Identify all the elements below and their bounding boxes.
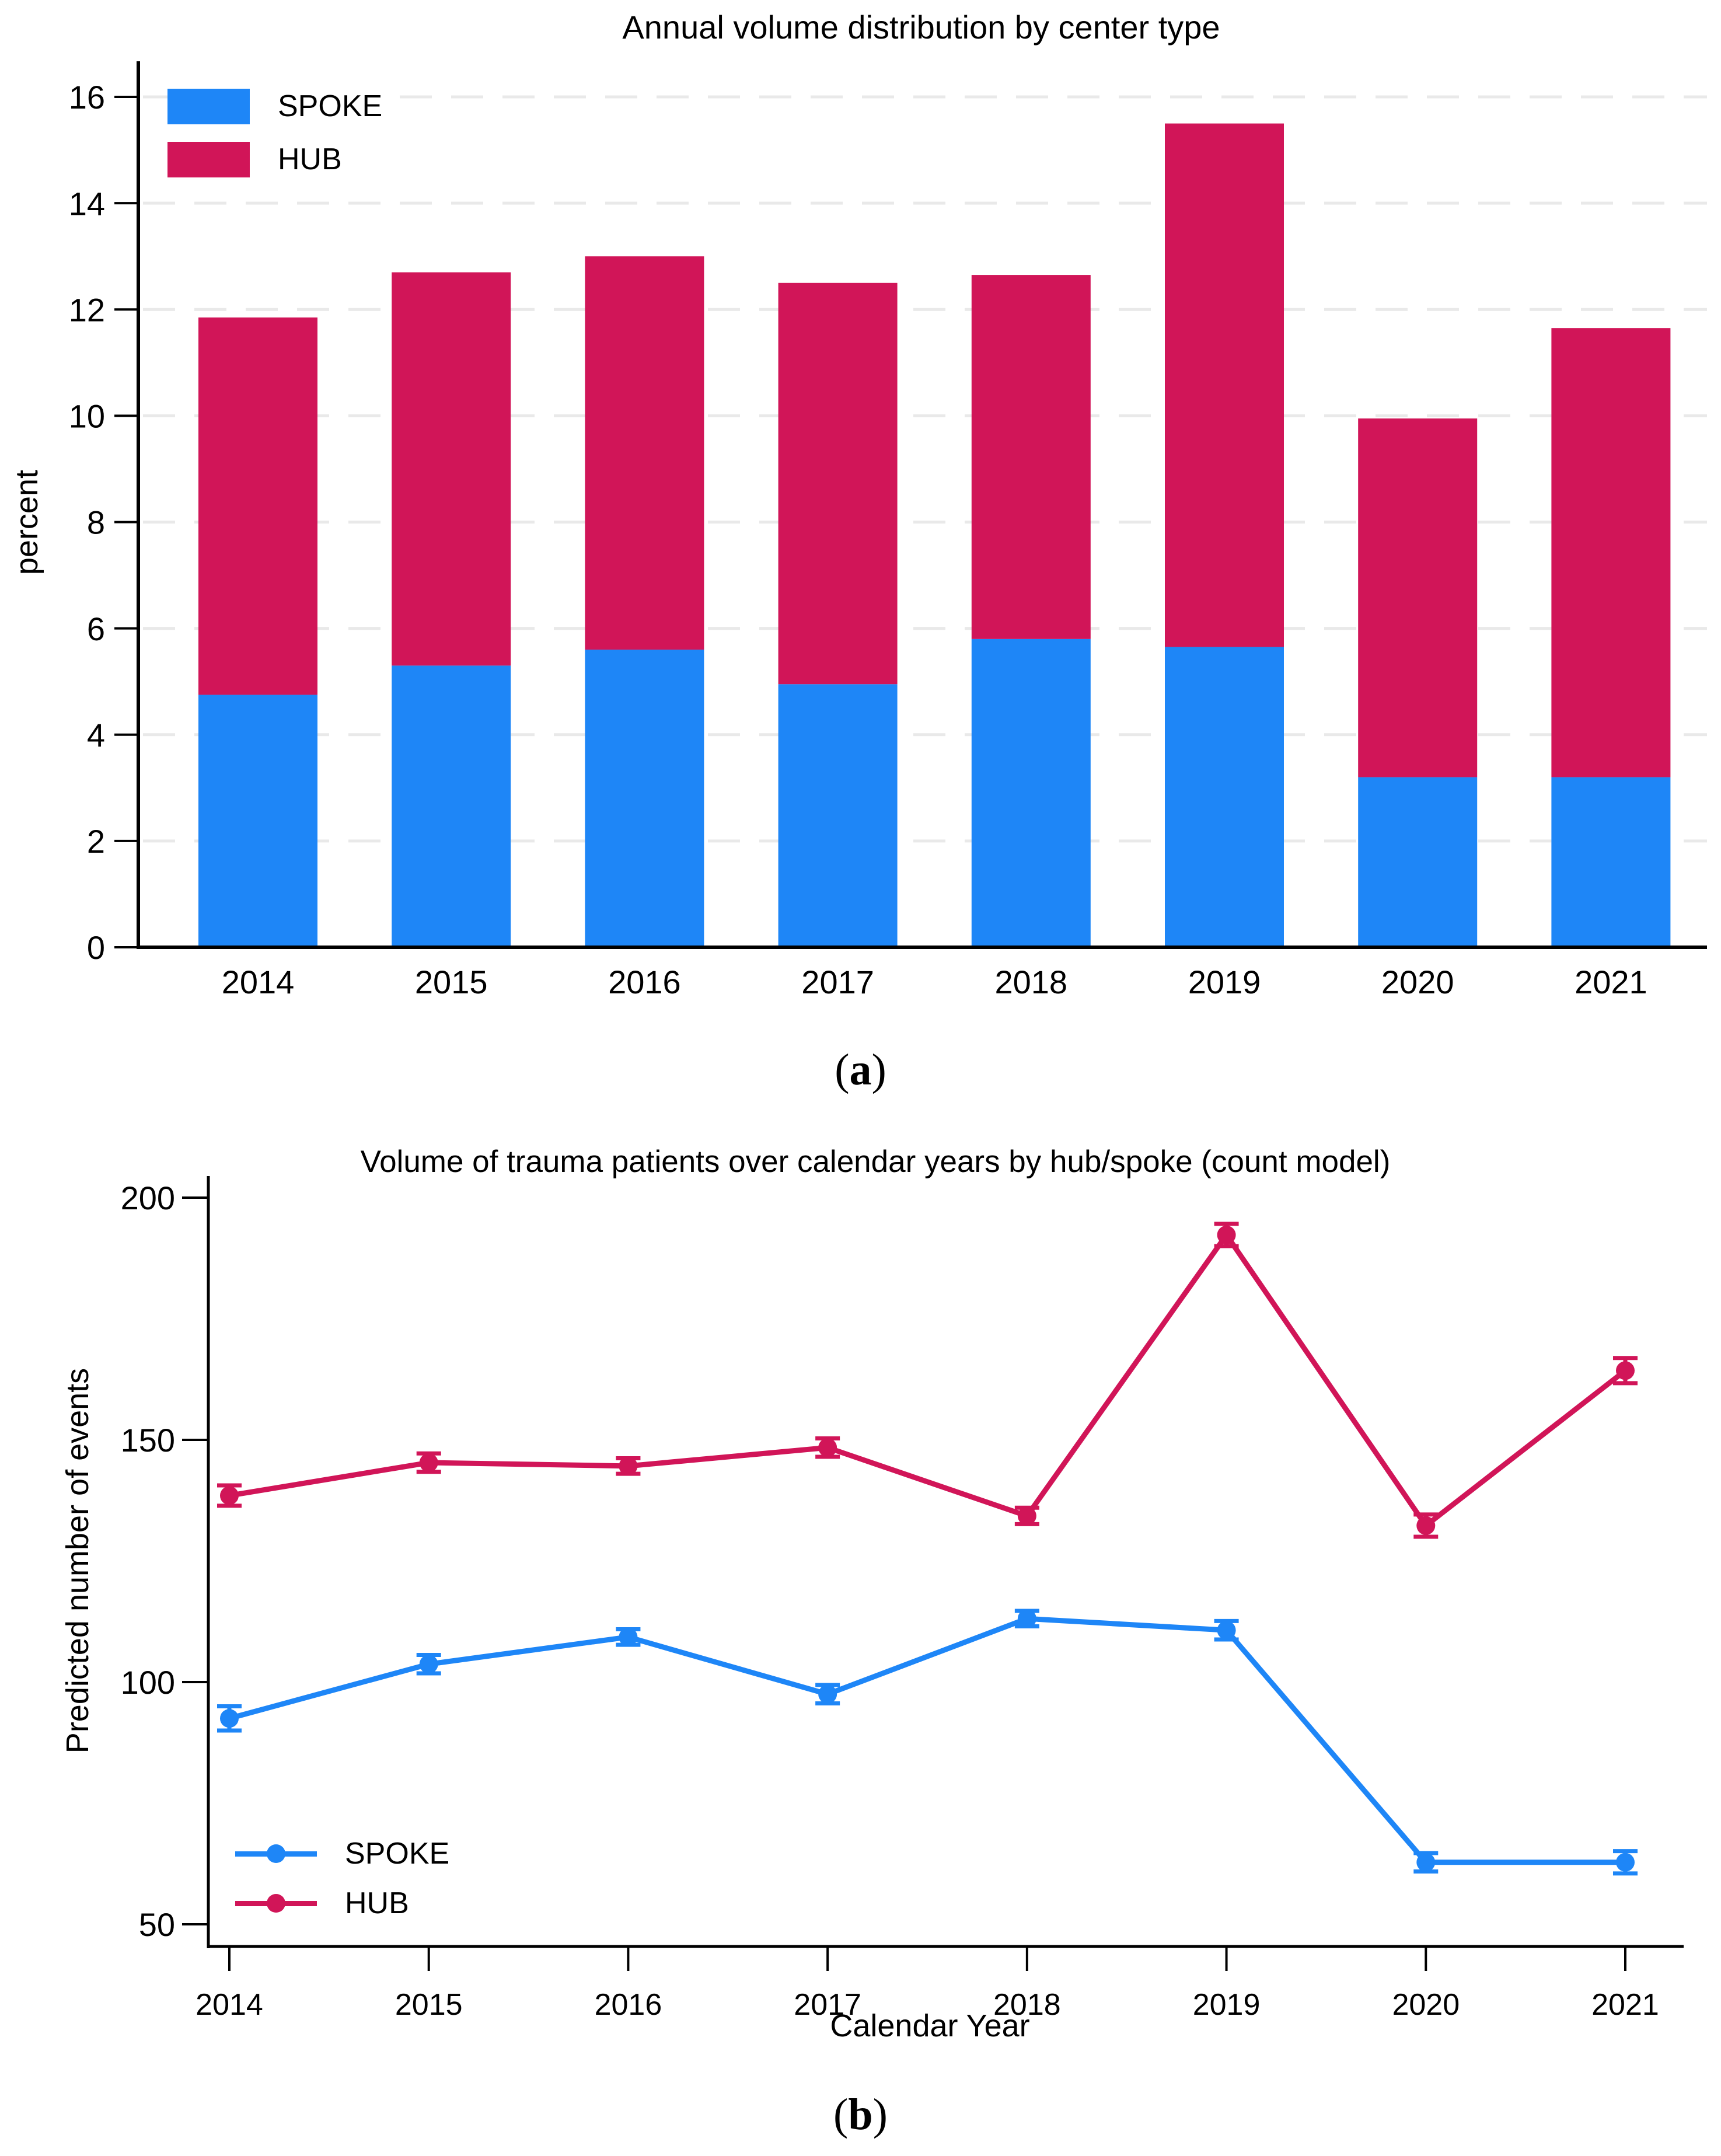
spoke-swatch-icon	[167, 89, 250, 124]
panel-a-legend-spoke-label: SPOKE	[278, 89, 393, 124]
point-hub-2019	[1217, 1225, 1236, 1244]
point-spoke-2020	[1416, 1853, 1436, 1872]
bar-2021-hub	[1551, 328, 1671, 777]
point-spoke-2017	[818, 1684, 837, 1704]
point-spoke-2019	[1217, 1621, 1236, 1640]
spoke-line-marker-icon	[235, 1844, 317, 1863]
caption-b-open: (	[833, 2090, 849, 2139]
point-hub-2021	[1615, 1361, 1635, 1380]
panel-a-plot: 2014 2015 2016 2017 2018 2019 2020 2021 0 2 4 6 8 10 1…	[69, 61, 1707, 1000]
bar-2020-hub	[1358, 418, 1478, 777]
point-hub-2014	[220, 1486, 239, 1505]
x-tick-label-2016: 2016	[595, 1988, 662, 2022]
y-tick-label-6: 6	[87, 610, 105, 647]
bar-2015-hub	[392, 272, 511, 666]
panel-b-legend-spoke: SPOKE	[235, 1836, 450, 1871]
x-label-2017: 2017	[801, 964, 874, 1000]
y-tick-label-16: 16	[69, 79, 105, 116]
point-hub-2016	[619, 1456, 638, 1475]
bar-2020-spoke	[1358, 777, 1478, 947]
hub-line-marker-icon	[235, 1894, 317, 1913]
point-hub-2017	[818, 1438, 837, 1457]
bar-2018-hub	[971, 275, 1091, 639]
y-tick-label-4: 4	[87, 717, 105, 753]
panel-a-legend-hub: HUB	[167, 142, 352, 177]
caption-b: (b)	[0, 2089, 1721, 2140]
point-spoke-2015	[419, 1655, 438, 1674]
x-label-2020: 2020	[1381, 964, 1454, 1000]
bar-2016-spoke	[585, 650, 704, 947]
x-label-2018: 2018	[995, 964, 1068, 1000]
caption-a-close: )	[871, 1045, 886, 1094]
y-tick-label-50: 50	[139, 1906, 175, 1943]
line-hub	[229, 1230, 1627, 1530]
x-tick-label-2019: 2019	[1193, 1988, 1261, 2022]
point-hub-2015	[419, 1453, 438, 1473]
bar-2019-spoke	[1165, 647, 1284, 947]
line-spoke	[228, 1616, 1625, 1865]
point-spoke-2014	[220, 1709, 239, 1728]
x-label-2016: 2016	[608, 964, 681, 1000]
y-tick-label-150: 150	[121, 1422, 175, 1459]
panel-b-legend-hub-label: HUB	[345, 1886, 409, 1920]
caption-a-open: (	[835, 1045, 850, 1094]
bar-2014-hub	[198, 317, 317, 695]
y-tick-label-2: 2	[87, 823, 105, 860]
panel-a-legend-spoke: SPOKE	[167, 89, 393, 124]
point-hub-2020	[1416, 1516, 1436, 1535]
caption-b-letter: b	[848, 2090, 873, 2139]
y-tick-label-12: 12	[69, 291, 105, 328]
point-spoke-2021	[1615, 1853, 1635, 1872]
y-tick-label-14: 14	[69, 185, 105, 222]
point-hub-2018	[1017, 1506, 1036, 1526]
bar-2014-spoke	[198, 695, 317, 947]
x-tick-label-2017: 2017	[794, 1988, 861, 2022]
bar-2019-hub	[1165, 123, 1284, 647]
panel-a-ylabel: percent	[9, 469, 44, 575]
x-tick-label-2020: 2020	[1392, 1988, 1460, 2022]
x-tick-label-2014: 2014	[196, 1988, 263, 2022]
hub-swatch-icon	[167, 142, 250, 177]
panel-b-xlabel: Calendar Year	[830, 2008, 1030, 2043]
bar-2018-spoke	[971, 639, 1091, 947]
bar-2021-spoke	[1551, 777, 1671, 947]
y-tick-label-8: 8	[87, 504, 105, 541]
panel-b-legend-hub: HUB	[235, 1886, 409, 1921]
bar-2015-spoke	[392, 665, 511, 947]
y-tick-label-10: 10	[69, 398, 105, 435]
x-label-2014: 2014	[222, 964, 295, 1000]
caption-a-letter: a	[849, 1045, 872, 1094]
y-tick-label-200: 200	[121, 1180, 175, 1216]
point-spoke-2016	[619, 1627, 638, 1646]
point-spoke-2018	[1017, 1609, 1036, 1628]
panel-b-ylabel: Predicted number of events	[60, 1367, 95, 1754]
panel-b-legend-spoke-label: SPOKE	[345, 1837, 450, 1871]
panel-b-plot: 50 100 150 200 2014 2015 2016 2017 2018 2019 2020 2…	[121, 1176, 1684, 2022]
caption-b-close: )	[872, 2090, 888, 2139]
x-label-2021: 2021	[1575, 964, 1647, 1000]
bar-2016-hub	[585, 256, 704, 650]
y-tick-label-100: 100	[121, 1664, 175, 1701]
x-label-2019: 2019	[1188, 964, 1261, 1000]
bar-2017-hub	[778, 282, 898, 685]
x-tick-label-2021: 2021	[1591, 1988, 1659, 2022]
x-tick-label-2015: 2015	[395, 1988, 463, 2022]
caption-a: (a)	[0, 1045, 1721, 1096]
x-label-2015: 2015	[415, 964, 488, 1000]
panel-a-title: Annual volume distribution by center typ…	[622, 9, 1220, 46]
bar-2017-spoke	[778, 684, 898, 947]
x-tick-label-2018: 2018	[993, 1988, 1061, 2022]
y-tick-label-0: 0	[87, 929, 105, 966]
panel-a-legend-hub-label: HUB	[278, 142, 352, 177]
panel-b-title: Volume of trauma patients over calendar …	[360, 1145, 1391, 1179]
